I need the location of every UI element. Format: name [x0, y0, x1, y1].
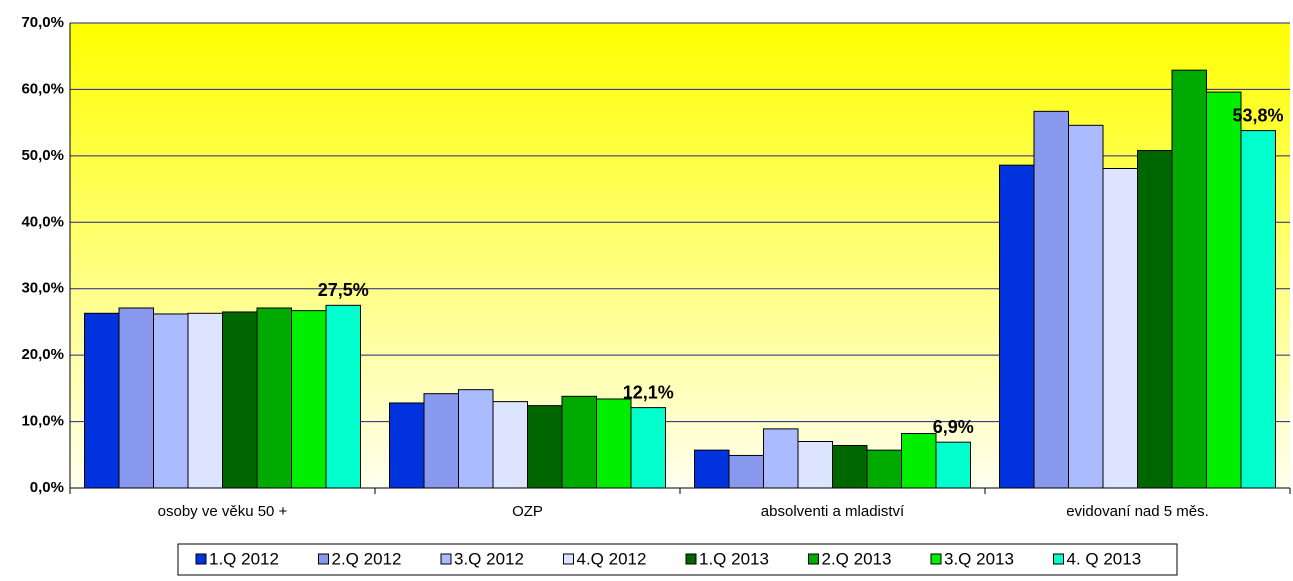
bar [222, 311, 258, 489]
legend-label: 3.Q 2012 [454, 549, 524, 568]
x-tick-label: osoby ve věku 50 + [158, 503, 288, 520]
bar [153, 313, 189, 489]
bar [763, 428, 799, 489]
legend-label: 3.Q 2013 [944, 549, 1014, 568]
bar [118, 307, 154, 489]
bar [1171, 69, 1207, 489]
x-tick-label: absolventi a mladiství [761, 503, 905, 520]
bar [935, 441, 971, 489]
bar [423, 393, 459, 489]
bar [561, 395, 597, 489]
bar [1137, 150, 1173, 489]
bar [492, 401, 528, 489]
data-label: 6,9% [933, 417, 974, 437]
legend-label: 2.Q 2012 [332, 549, 402, 568]
bar [291, 310, 327, 489]
legend-swatch [1053, 553, 1064, 565]
legend-swatch [195, 553, 207, 565]
bar [325, 304, 361, 489]
bar [527, 405, 563, 489]
bar [694, 449, 730, 489]
bar [1206, 91, 1242, 489]
data-label: 27,5% [318, 280, 369, 300]
x-tick-label: evidovaní nad 5 měs. [1066, 503, 1209, 520]
bar [728, 454, 764, 489]
data-label: 53,8% [1232, 105, 1283, 125]
legend-swatch [930, 553, 942, 565]
bar [1033, 110, 1069, 489]
legend-swatch [318, 553, 329, 565]
legend-box [177, 543, 1178, 576]
bar [596, 398, 632, 489]
y-tick-label: 20,0% [21, 346, 64, 363]
y-tick-label: 70,0% [21, 14, 64, 31]
legend-swatch [808, 553, 819, 565]
bar [1068, 124, 1104, 489]
y-tick-label: 10,0% [21, 413, 64, 430]
data-label: 12,1% [623, 382, 674, 402]
bar [256, 307, 292, 489]
bar [84, 312, 120, 489]
legend-label: 2.Q 2013 [822, 549, 892, 568]
y-tick-label: 60,0% [21, 80, 64, 97]
bar [832, 444, 868, 489]
bar [797, 441, 833, 489]
bar [1102, 167, 1138, 489]
bar [1240, 130, 1276, 489]
y-tick-label: 0,0% [30, 479, 64, 496]
legend-swatch [563, 553, 574, 565]
x-tick-label: OZP [512, 503, 543, 520]
y-tick-label: 50,0% [21, 147, 64, 164]
legend-swatch [685, 553, 697, 565]
legend-label: 1.Q 2013 [699, 549, 769, 568]
bar [901, 433, 937, 489]
bar [630, 407, 666, 489]
legend-label: 1.Q 2012 [209, 549, 279, 568]
bar [458, 389, 494, 489]
bar [866, 449, 902, 489]
legend-label: 4. Q 2013 [1067, 549, 1142, 568]
legend-label: 4.Q 2012 [577, 549, 647, 568]
bar [187, 312, 223, 489]
bar [389, 402, 425, 489]
legend-swatch [440, 553, 452, 565]
bar [999, 164, 1035, 489]
y-tick-label: 30,0% [21, 280, 64, 297]
y-tick-label: 40,0% [21, 213, 64, 230]
